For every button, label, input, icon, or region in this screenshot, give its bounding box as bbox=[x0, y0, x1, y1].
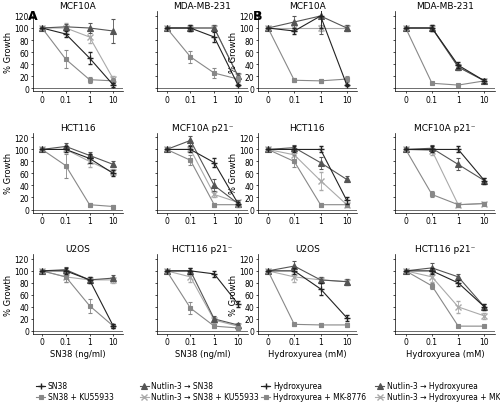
Y-axis label: % Growth: % Growth bbox=[4, 274, 13, 315]
Title: U2OS: U2OS bbox=[295, 245, 320, 254]
Title: HCT116 p21⁻: HCT116 p21⁻ bbox=[172, 245, 233, 254]
Y-axis label: % Growth: % Growth bbox=[229, 32, 238, 72]
Y-axis label: % Growth: % Growth bbox=[4, 32, 13, 72]
Y-axis label: % Growth: % Growth bbox=[4, 153, 13, 194]
Title: MDA-MB-231: MDA-MB-231 bbox=[416, 2, 474, 11]
Legend: SN38, SN38 + KU55933: SN38, SN38 + KU55933 bbox=[36, 382, 114, 401]
Title: HCT116: HCT116 bbox=[290, 124, 325, 132]
Legend: Nutlin-3 → Hydroxyurea, Nutlin-3 → Hydroxyurea + MK-8776: Nutlin-3 → Hydroxyurea, Nutlin-3 → Hydro… bbox=[376, 382, 500, 401]
X-axis label: SN38 (ng/ml): SN38 (ng/ml) bbox=[50, 350, 106, 358]
Legend: Hydroxyurea, Hydroxyurea + MK-8776: Hydroxyurea, Hydroxyurea + MK-8776 bbox=[262, 382, 366, 401]
Text: B: B bbox=[252, 10, 262, 23]
Title: MCF10A p21⁻: MCF10A p21⁻ bbox=[414, 124, 476, 132]
Title: HCT116: HCT116 bbox=[60, 124, 96, 132]
X-axis label: Hydroxyurea (mM): Hydroxyurea (mM) bbox=[406, 350, 484, 358]
X-axis label: SN38 (ng/ml): SN38 (ng/ml) bbox=[174, 350, 230, 358]
Title: MCF10A: MCF10A bbox=[289, 2, 326, 11]
Text: A: A bbox=[28, 10, 37, 23]
Title: U2OS: U2OS bbox=[65, 245, 90, 254]
Y-axis label: % Growth: % Growth bbox=[229, 274, 238, 315]
Y-axis label: % Growth: % Growth bbox=[229, 153, 238, 194]
Legend: Nutlin-3 → SN38, Nutlin-3 → SN38 + KU55933: Nutlin-3 → SN38, Nutlin-3 → SN38 + KU559… bbox=[140, 382, 258, 401]
Title: HCT116 p21⁻: HCT116 p21⁻ bbox=[415, 245, 476, 254]
Title: MDA-MB-231: MDA-MB-231 bbox=[174, 2, 232, 11]
Title: MCF10A: MCF10A bbox=[60, 2, 96, 11]
X-axis label: Hydroxyurea (mM): Hydroxyurea (mM) bbox=[268, 350, 346, 358]
Title: MCF10A p21⁻: MCF10A p21⁻ bbox=[172, 124, 233, 132]
